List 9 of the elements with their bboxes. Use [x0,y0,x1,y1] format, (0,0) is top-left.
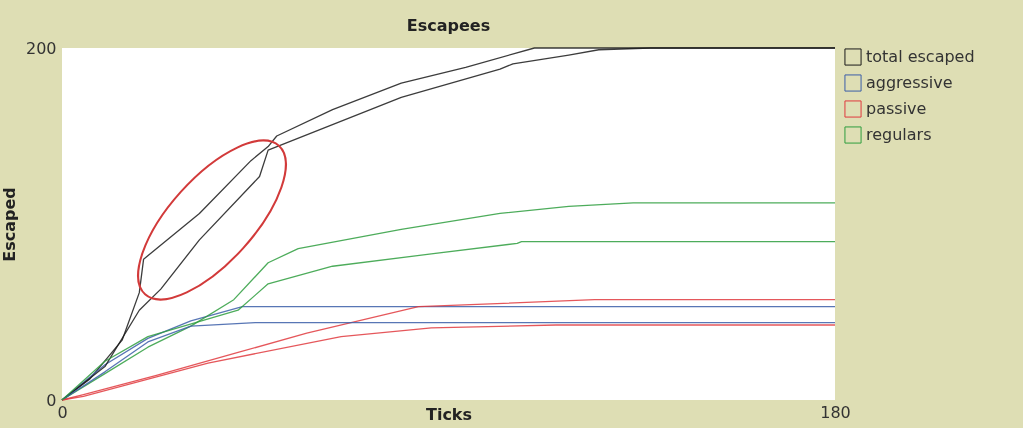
y-axis-title: Escaped [0,187,19,262]
chart-title: Escapees [406,16,491,35]
legend-label: regulars [866,125,932,144]
legend-label: passive [866,99,927,118]
x-tick-label: 180 [820,402,851,422]
legend-label: total escaped [866,47,975,66]
x-axis-title: Ticks [425,404,473,424]
y-tick-label: 200 [25,38,57,58]
legend-label: aggressive [866,73,953,92]
